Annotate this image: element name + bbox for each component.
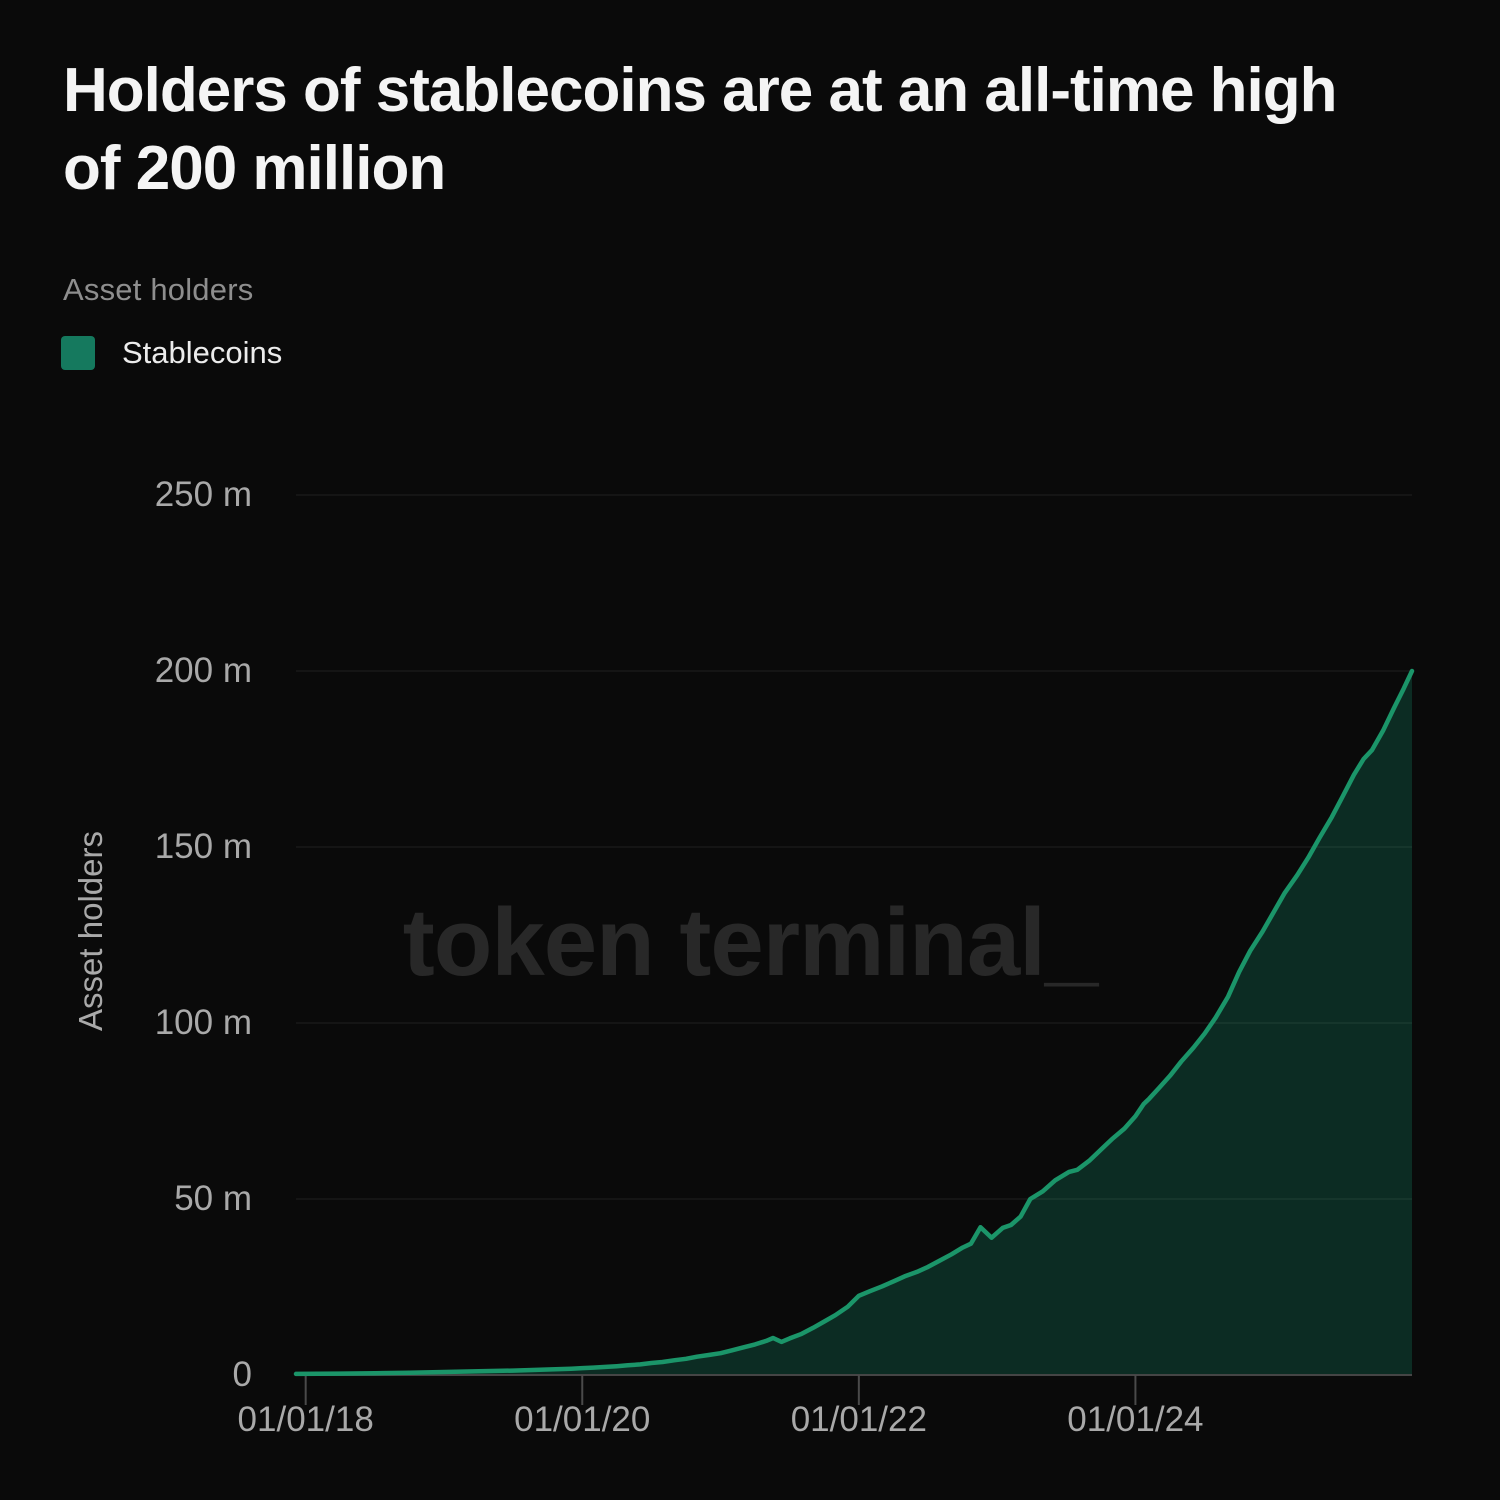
y-axis-tick-label: 150 m — [154, 827, 252, 866]
token-terminal-watermark: token terminal_ — [402, 889, 1099, 996]
y-axis-tick-label: 100 m — [154, 1003, 252, 1042]
title-line-1: Holders of stablecoins are at an all-tim… — [63, 56, 1338, 125]
series-line — [293, 668, 1415, 1377]
x-axis-tick-label: 01/01/24 — [1067, 1400, 1204, 1439]
y-axis-tick-label: 50 m — [174, 1179, 252, 1218]
legend: Stablecoins — [61, 335, 282, 371]
y-axis-tick-label: 0 — [232, 1355, 252, 1394]
legend-item-stablecoins[interactable]: Stablecoins — [61, 335, 282, 371]
series-area-fill — [296, 671, 1412, 1375]
x-axis-tick-label: 01/01/22 — [790, 1400, 927, 1439]
x-axis-tick-label: 01/01/20 — [514, 1400, 651, 1439]
page-title: Holders of stablecoins are at an all-tim… — [63, 52, 1338, 208]
metric-section-label: Asset holders — [63, 272, 254, 307]
legend-label: Stablecoins — [122, 335, 283, 370]
title-line-2: of 200 million — [63, 134, 446, 203]
x-axis-tick-label: 01/01/18 — [237, 1400, 374, 1439]
y-axis-tick-label: 200 m — [154, 651, 252, 690]
legend-swatch-icon — [61, 336, 95, 370]
y-axis-tick-label: 250 m — [154, 475, 252, 514]
